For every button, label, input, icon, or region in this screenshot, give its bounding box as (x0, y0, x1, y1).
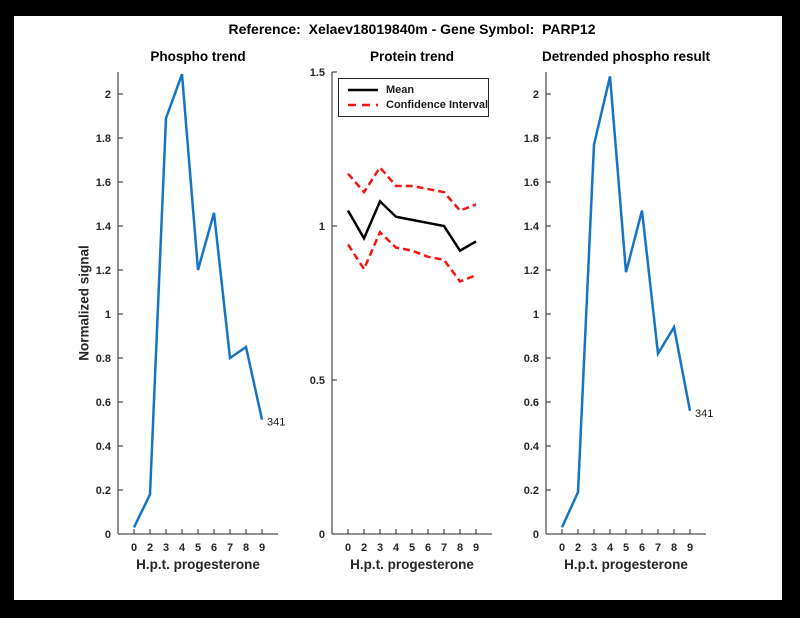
y-axis-label: Normalized signal (76, 245, 92, 361)
x-tick-label: 5 (623, 542, 629, 554)
y-tick-label: 0 (105, 529, 111, 541)
x-tick-label: 9 (473, 542, 479, 554)
y-tick-label: 0.2 (524, 485, 539, 497)
phospho-line (132, 73, 264, 528)
y-tick-label: 0 (533, 529, 539, 541)
y-tick-label: 2 (105, 89, 111, 101)
x-tick-label: 4 (607, 542, 614, 554)
x-tick-label: 7 (655, 542, 661, 554)
x-tick-label: 4 (179, 542, 186, 554)
y-tick-label: 0.4 (96, 441, 112, 453)
y-tick-label: 1.6 (96, 177, 111, 189)
x-tick-label: 9 (259, 542, 265, 554)
y-tick-label: 1.5 (310, 67, 325, 79)
subplot-protein-xlabel: H.p.t. progesterone (350, 557, 474, 572)
legend-label-confidence-interval: Confidence Interval (386, 99, 489, 112)
x-tick-label: 3 (377, 542, 383, 554)
y-tick-label: 1.2 (96, 265, 111, 277)
y-tick-label: 0.6 (524, 397, 539, 409)
x-tick-label: 0 (345, 542, 351, 554)
y-tick-label: 1.8 (524, 133, 539, 145)
x-tick-label: 7 (441, 542, 447, 554)
subplot-protein-title: Protein trend (369, 49, 454, 64)
endpoint-annotation: 341 (267, 417, 285, 429)
x-tick-label: 0 (559, 542, 565, 554)
confidence-interval-line-sample-icon (348, 104, 378, 107)
detrended-line (560, 76, 692, 528)
y-tick-label: 1 (319, 221, 325, 233)
x-tick-label: 6 (425, 542, 431, 554)
subplot-phospho-title: Phospho trend (150, 49, 246, 64)
x-tick-label: 2 (147, 542, 153, 554)
y-tick-label: 0.8 (96, 353, 111, 365)
x-tick-label: 6 (639, 542, 645, 554)
x-tick-label: 5 (409, 542, 415, 554)
y-tick-label: 1.8 (96, 133, 111, 145)
x-tick-label: 9 (687, 542, 693, 554)
y-tick-label: 1 (533, 309, 539, 321)
subplot-phospho-xlabel: H.p.t. progesterone (136, 557, 260, 572)
x-tick-label: 3 (591, 542, 597, 554)
x-tick-label: 8 (671, 542, 677, 554)
y-tick-label: 0.2 (96, 485, 111, 497)
y-tick-label: 1.4 (524, 221, 540, 233)
subplot-detrended-title: Detrended phospho result (541, 49, 710, 64)
mean-line (346, 199, 477, 253)
x-tick-label: 0 (131, 542, 137, 554)
ci-lower-line (346, 230, 477, 283)
y-tick-label: 0.5 (310, 375, 325, 387)
subplot-detrended-xlabel: H.p.t. progesterone (564, 557, 688, 572)
y-tick-label: 0 (319, 529, 325, 541)
y-tick-label: 0.8 (524, 353, 539, 365)
y-tick-label: 2 (533, 89, 539, 101)
y-tick-label: 1.2 (524, 265, 539, 277)
figure-title: Reference: Xelaev18019840m - Gene Symbol… (228, 21, 596, 37)
legend-entry-mean: Mean (339, 82, 488, 97)
legend-box: Mean Confidence Interval (338, 78, 489, 117)
legend-entry-confidence-interval: Confidence Interval (339, 98, 488, 113)
mean-line-sample-icon (348, 88, 378, 91)
x-tick-label: 8 (457, 542, 463, 554)
x-tick-label: 8 (243, 542, 249, 554)
legend-label-mean: Mean (386, 83, 415, 96)
x-tick-label: 3 (163, 542, 169, 554)
y-tick-label: 1.4 (96, 221, 112, 233)
y-tick-label: 1 (105, 309, 111, 321)
x-tick-label: 5 (195, 542, 201, 554)
x-tick-label: 2 (361, 542, 367, 554)
x-tick-label: 2 (575, 542, 581, 554)
endpoint-annotation: 341 (695, 408, 713, 420)
x-tick-label: 6 (211, 542, 217, 554)
x-tick-label: 7 (227, 542, 233, 554)
y-tick-label: 0.4 (524, 441, 540, 453)
y-tick-label: 1.6 (524, 177, 539, 189)
x-tick-label: 4 (393, 542, 400, 554)
ci-upper-line (347, 165, 477, 213)
y-tick-label: 0.6 (96, 397, 111, 409)
